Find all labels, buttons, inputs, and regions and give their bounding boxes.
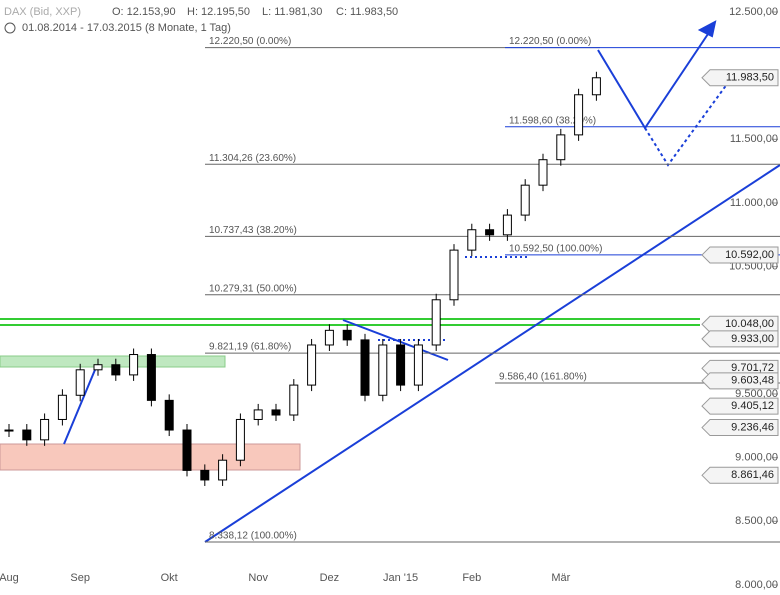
x-tick-label: Aug <box>0 572 19 584</box>
projection <box>644 79 731 167</box>
candle <box>57 394 67 420</box>
x-tick-label: Jan '15 <box>383 572 418 584</box>
price-box <box>701 69 779 87</box>
price-box-label: 9.603,48 <box>731 375 774 387</box>
x-tick-label: Okt <box>161 572 178 584</box>
candle <box>75 369 85 396</box>
resistance-zone <box>0 443 301 471</box>
price-box <box>701 397 779 415</box>
price-box <box>701 466 779 484</box>
quote-low: L: 11.981,30 <box>262 6 322 18</box>
price-box-label: 10.592,00 <box>725 249 774 261</box>
candle <box>235 418 245 461</box>
arrow-line <box>63 364 98 445</box>
candle <box>289 384 299 416</box>
candle <box>111 364 121 376</box>
candle <box>22 429 32 441</box>
candle <box>129 354 139 376</box>
candle <box>218 459 228 481</box>
candle <box>485 229 495 236</box>
y-tick-label: 12.500,00 <box>729 6 778 18</box>
quote-open: O: 12.153,90 <box>112 6 176 18</box>
chart-title: DAX (Bid, XXP) <box>4 6 81 18</box>
fib-label: 9.586,40 (161.80%) <box>499 372 587 383</box>
x-tick-label: Dez <box>320 572 340 584</box>
candle <box>342 329 352 341</box>
candle <box>164 399 174 431</box>
candle <box>182 429 192 471</box>
candle <box>574 94 584 136</box>
price-box-label: 11.983,50 <box>726 72 774 84</box>
chart-subtitle: 01.08.2014 - 17.03.2015 (8 Monate, 1 Tag… <box>22 22 231 34</box>
y-tick-label: 11.500,00 <box>730 133 778 145</box>
price-box <box>701 315 779 333</box>
fib-label: 12.220,50 (0.00%) <box>509 36 591 47</box>
candle <box>556 134 566 161</box>
price-box-label: 9.933,00 <box>731 333 774 345</box>
fib-label: 9.821,19 (61.80%) <box>209 342 291 353</box>
price-box-label: 9.236,46 <box>731 421 774 433</box>
y-tick-label: 10.500,00 <box>729 261 778 273</box>
candle <box>146 354 156 401</box>
y-tick-label: 8.000,00 <box>735 579 778 590</box>
price-box-label: 9.701,72 <box>731 362 774 374</box>
fib-label: 11.598,60 (38.20%) <box>509 115 596 126</box>
arrow-head <box>697 20 717 38</box>
x-tick-label: Sep <box>70 572 90 584</box>
fib-label: 10.279,31 (50.00%) <box>209 283 297 294</box>
y-tick-label: 9.500,00 <box>735 388 778 400</box>
price-box <box>701 330 779 348</box>
y-tick-label: 11.000,00 <box>730 197 778 209</box>
fib-label: 10.737,43 (38.20%) <box>209 225 297 236</box>
fib-label: 8.338,12 (100.00%) <box>209 531 297 542</box>
price-box-label: 8.861,46 <box>731 469 774 481</box>
candle <box>324 329 334 346</box>
fib-label: 11.304,26 (23.60%) <box>209 153 296 164</box>
candle <box>520 184 530 216</box>
candle <box>538 159 548 186</box>
candle <box>378 344 388 396</box>
candle <box>253 409 263 420</box>
candle <box>360 339 370 396</box>
price-box <box>701 419 779 437</box>
fib-label: 12.220,50 (0.00%) <box>209 36 291 47</box>
x-tick-label: Nov <box>248 572 268 584</box>
candle <box>431 299 441 346</box>
candle <box>200 469 210 481</box>
candle <box>591 77 601 96</box>
price-box-label: 9.405,12 <box>731 400 774 412</box>
candle <box>413 344 423 386</box>
x-tick-label: Feb <box>462 572 481 584</box>
clock-icon <box>4 22 16 34</box>
fib-label: 10.592,50 (100.00%) <box>509 244 602 255</box>
x-tick-label: Mär <box>551 572 570 584</box>
y-tick-label: 8.500,00 <box>735 515 778 527</box>
price-box <box>701 372 779 390</box>
candle <box>449 249 459 301</box>
y-tick-label: 9.000,00 <box>735 452 778 464</box>
candle <box>271 409 281 416</box>
price-box <box>701 246 779 264</box>
price-box-label: 10.048,00 <box>725 318 774 330</box>
candle <box>396 344 406 386</box>
quote-close: C: 11.983,50 <box>336 6 398 18</box>
candle <box>40 418 50 441</box>
candle <box>93 364 103 371</box>
candle <box>502 214 512 236</box>
candle <box>307 344 317 386</box>
candle <box>467 229 477 251</box>
candle <box>4 429 14 432</box>
projection <box>597 27 713 130</box>
quote-high: H: 12.195,50 <box>187 6 250 18</box>
